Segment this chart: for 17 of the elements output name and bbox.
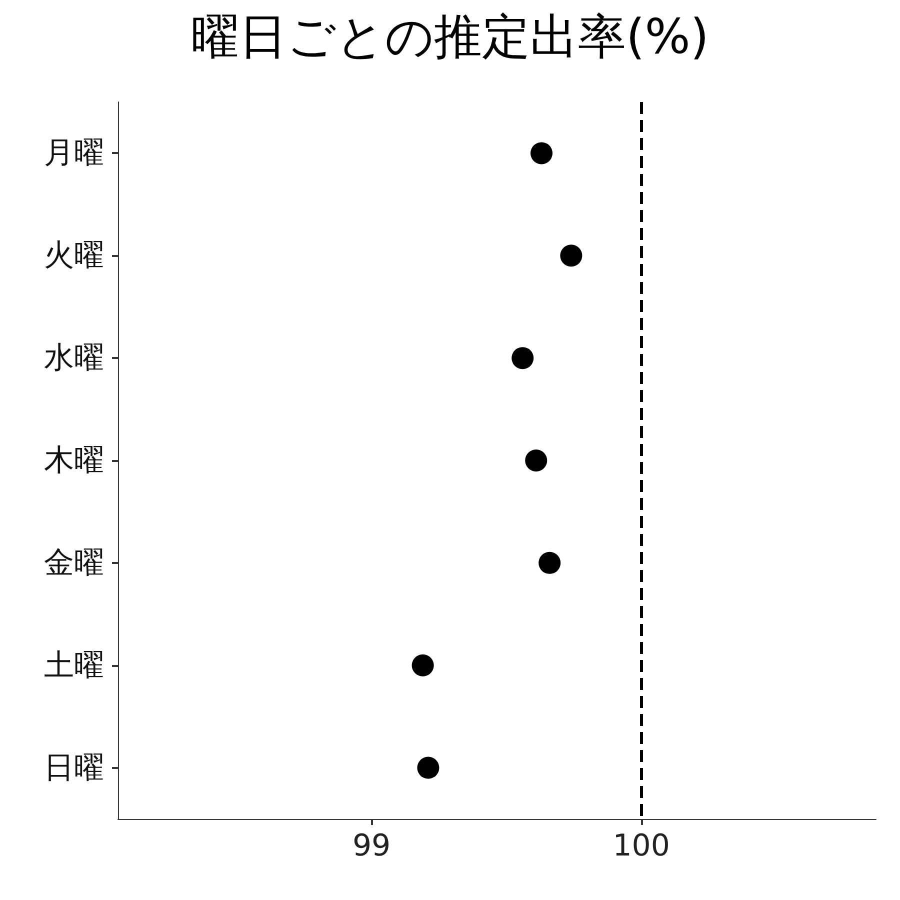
point	[512, 347, 534, 370]
point	[417, 756, 440, 779]
point	[412, 654, 434, 676]
point	[560, 244, 582, 267]
x-tick-label: 99	[352, 828, 391, 864]
point	[525, 450, 548, 472]
x-tick-label: 100	[612, 828, 670, 864]
chart-title: 曜日ごとの推定出率(%)	[190, 9, 710, 65]
y-tick-label: 火曜	[44, 238, 104, 274]
y-tick-label: 水曜	[44, 340, 104, 376]
y-tick-label: 日曜	[44, 750, 104, 786]
y-tick-label: 木曜	[44, 443, 104, 478]
point	[538, 552, 561, 574]
y-tick-label: 土曜	[44, 648, 104, 683]
point	[530, 142, 553, 164]
y-tick-label: 月曜	[44, 136, 104, 171]
y-tick-label: 金曜	[44, 545, 104, 580]
